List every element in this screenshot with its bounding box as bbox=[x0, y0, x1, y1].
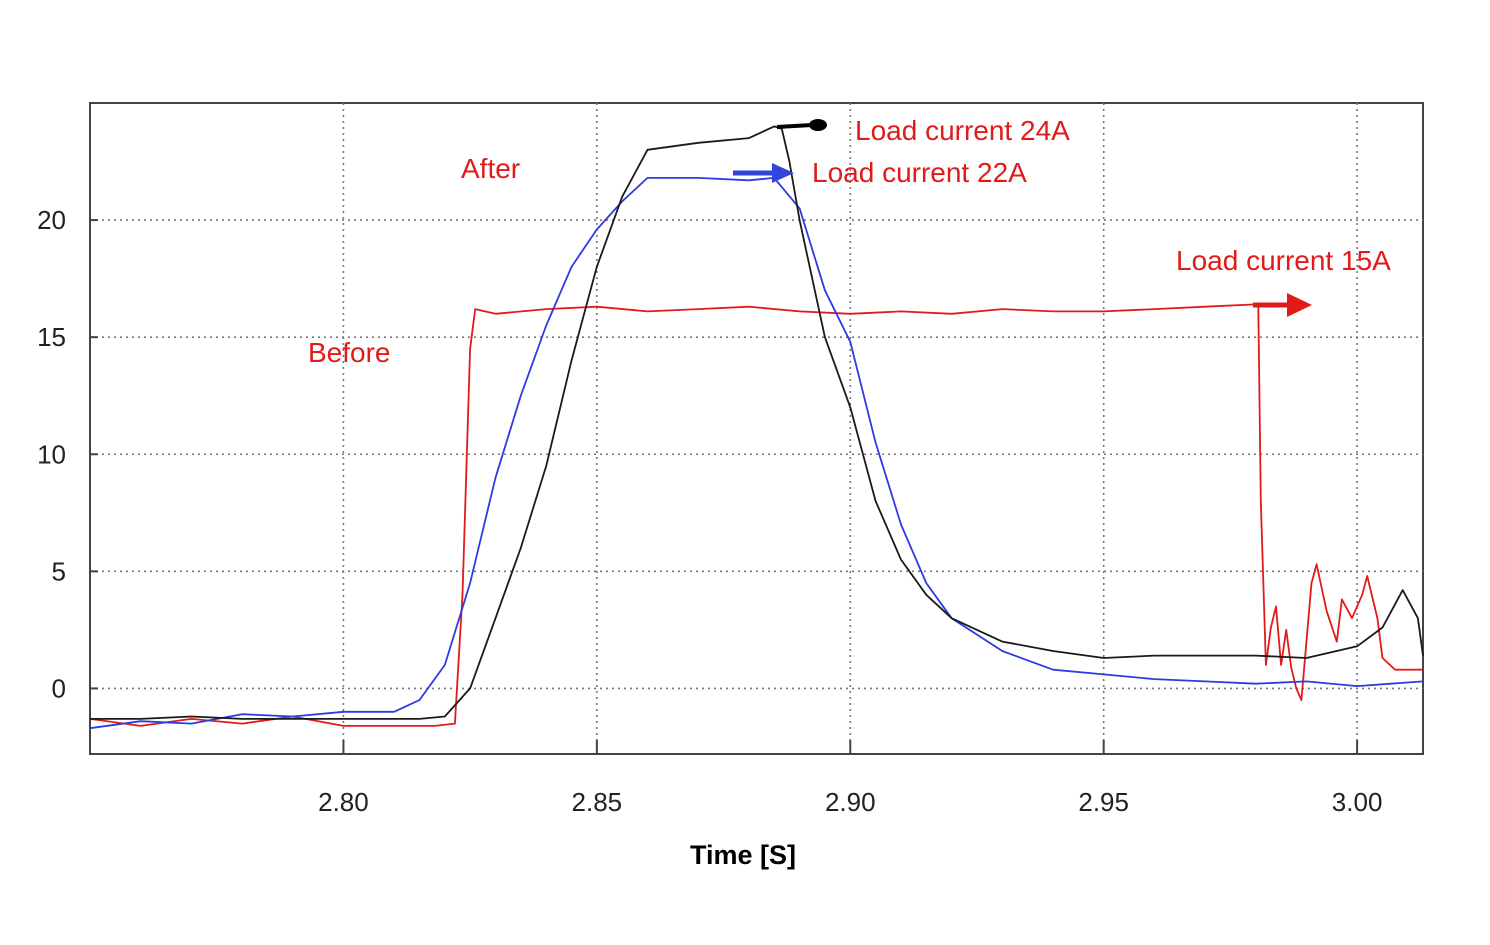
annotation-15a: Load current 15A bbox=[1176, 245, 1391, 276]
arrow-24a-shaft bbox=[776, 123, 813, 129]
annotation-24a: Load current 24A bbox=[855, 115, 1070, 146]
arrow-24a bbox=[776, 119, 827, 131]
annotation-22a: Load current 22A bbox=[812, 157, 1027, 188]
x-tick-label-2.80: 2.80 bbox=[318, 787, 369, 817]
x-tick-label-2.95: 2.95 bbox=[1078, 787, 1129, 817]
y-tick-label-20: 20 bbox=[37, 205, 66, 235]
series-group bbox=[89, 125, 1424, 730]
arrow-24a-head bbox=[809, 119, 827, 131]
arrow-15a bbox=[1253, 293, 1312, 317]
y-tick-label-0: 0 bbox=[52, 673, 66, 703]
x-axis-label: Time [S] bbox=[690, 840, 796, 870]
x-tick-label-3.00: 3.00 bbox=[1332, 787, 1383, 817]
arrow-15a-head bbox=[1287, 293, 1312, 317]
plot-area bbox=[89, 102, 1424, 755]
x-axis-ticks: 2.80 2.85 2.90 2.95 3.00 bbox=[318, 740, 1382, 817]
y-axis-ticks: 0 5 10 15 20 bbox=[37, 205, 98, 703]
series-line-blue bbox=[89, 176, 1424, 730]
y-tick-label-10: 10 bbox=[37, 439, 66, 469]
arrow-22a bbox=[733, 163, 794, 183]
grid bbox=[90, 103, 1423, 754]
y-tick-label-5: 5 bbox=[52, 556, 66, 586]
x-axis-label-main: Time bbox=[690, 840, 760, 870]
arrow-22a-head bbox=[772, 163, 794, 183]
x-axis-label-unit: [S] bbox=[760, 840, 796, 870]
x-tick-label-2.85: 2.85 bbox=[572, 787, 623, 817]
annotation-before: Before bbox=[308, 337, 391, 368]
x-tick-label-2.90: 2.90 bbox=[825, 787, 876, 817]
annotation-after: After bbox=[461, 153, 520, 184]
y-tick-label-15: 15 bbox=[37, 322, 66, 352]
series-line-black bbox=[90, 125, 1424, 720]
series-line-red bbox=[89, 303, 1423, 727]
